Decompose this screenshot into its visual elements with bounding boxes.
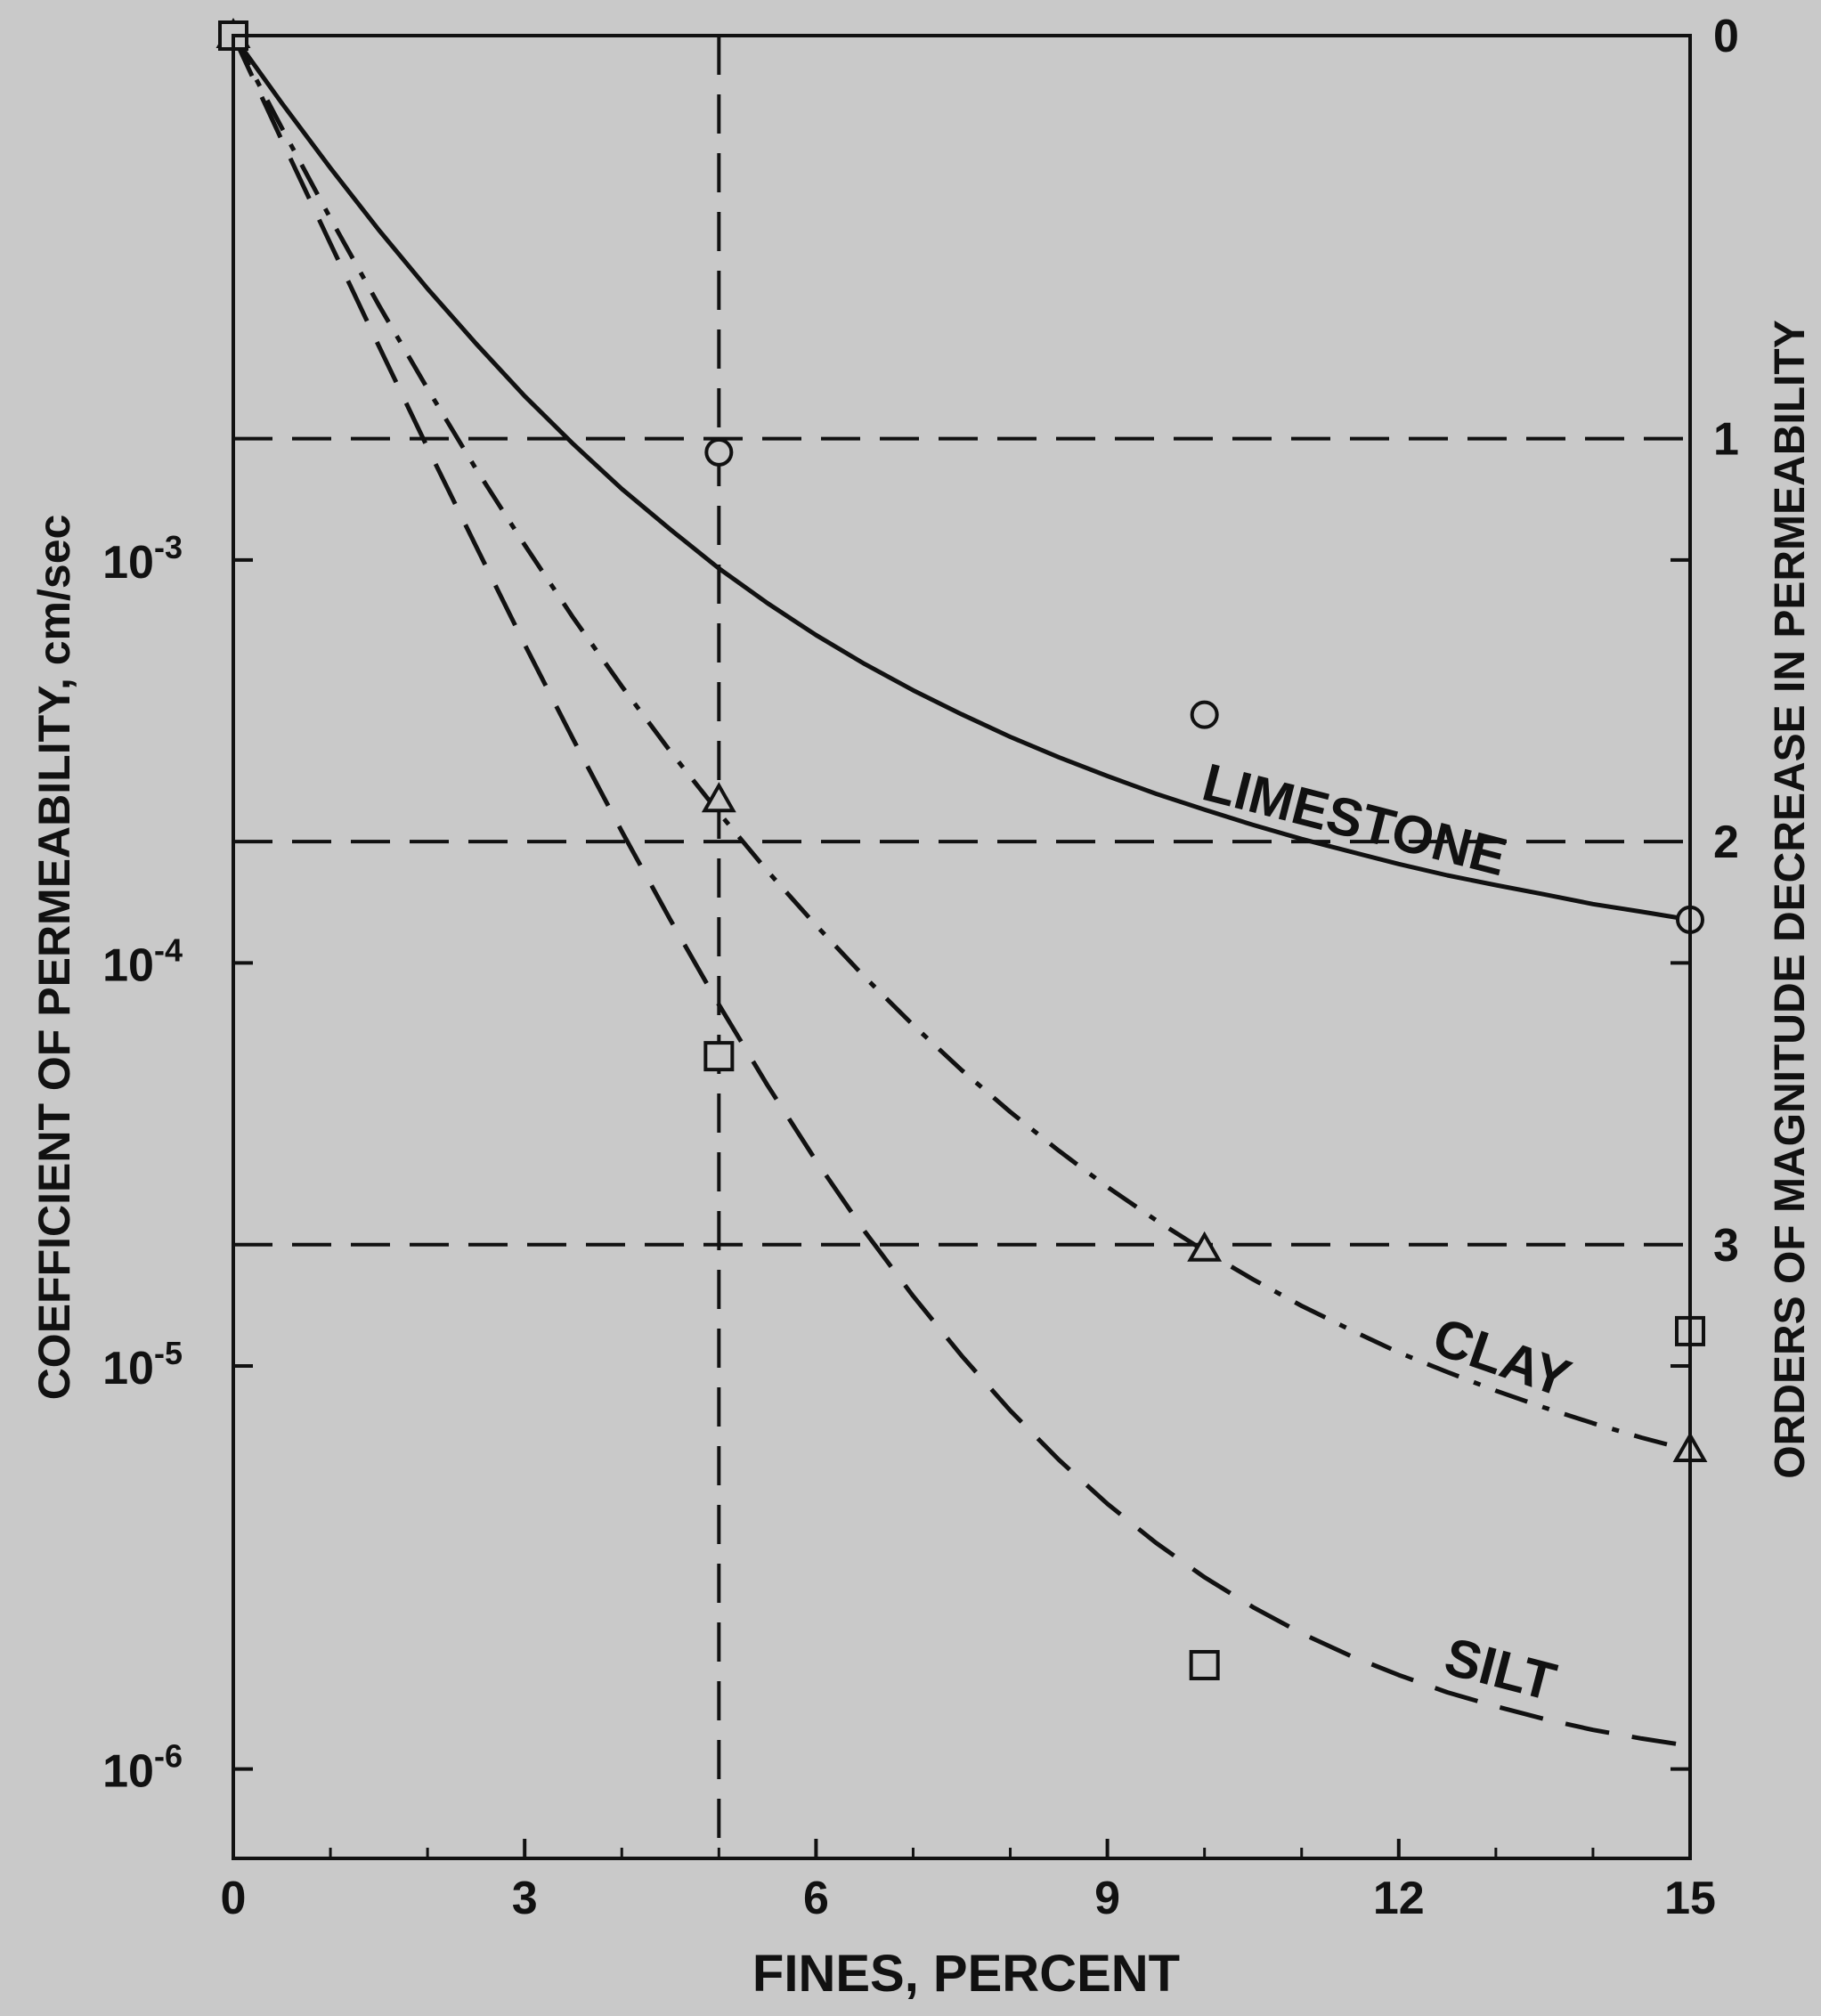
point-clay-10 bbox=[1187, 1231, 1223, 1262]
series-line-limestone bbox=[231, 34, 1691, 923]
y-tick-exponent: -4 bbox=[154, 931, 183, 968]
point-silt-10 bbox=[1189, 1649, 1220, 1680]
y2-tick-labels: 0 1 2 3 bbox=[1713, 11, 1739, 1272]
y-tick-exponent: -3 bbox=[154, 529, 183, 565]
x-tick-label-12: 12 bbox=[1373, 1873, 1425, 1924]
y-tick-base: 10 bbox=[102, 1746, 154, 1798]
axis-ticks bbox=[232, 557, 1692, 1858]
plot-frame bbox=[232, 34, 1692, 1860]
y-tick-label-10-5: 10-5 bbox=[102, 1335, 183, 1394]
y-tick-base: 10 bbox=[102, 939, 154, 991]
y-tick-exponent: -5 bbox=[154, 1335, 183, 1371]
series-label-limestone: LIMESTONE bbox=[1197, 752, 1513, 888]
point-clay-5 bbox=[701, 782, 736, 813]
y-tick-base: 10 bbox=[102, 537, 154, 589]
x-tick-label-3: 3 bbox=[512, 1873, 538, 1924]
point-silt-5 bbox=[703, 1041, 735, 1072]
y2-tick-label-2: 2 bbox=[1713, 817, 1739, 868]
y2-tick-label-0: 0 bbox=[1713, 11, 1739, 62]
y-tick-label-10-6: 10-6 bbox=[102, 1738, 183, 1798]
series-curves bbox=[231, 34, 1691, 1749]
x-tick-label-15: 15 bbox=[1664, 1873, 1716, 1924]
series-line-silt bbox=[231, 34, 1691, 1749]
y-tick-label-10-4: 10-4 bbox=[102, 931, 183, 991]
y-tick-label-10-3: 10-3 bbox=[102, 529, 183, 589]
y2-tick-label-1: 1 bbox=[1713, 414, 1739, 466]
x-tick-label-9: 9 bbox=[1094, 1873, 1120, 1924]
y2-axis-title: ORDERS OF MAGNITUDE DECREASE IN PERMEABI… bbox=[1767, 320, 1814, 1478]
x-tick-label-6: 6 bbox=[803, 1873, 829, 1924]
series-line-clay bbox=[231, 34, 1691, 1453]
series-label-silt: SILT bbox=[1439, 1626, 1562, 1711]
x-axis-title: FINES, PERCENT bbox=[752, 1945, 1180, 2003]
point-limestone-10 bbox=[1190, 700, 1219, 729]
order-of-magnitude-gridlines bbox=[233, 34, 1690, 1247]
y-axis-title: COEFFICIENT OF PERMEABILITY, cm/sec bbox=[29, 515, 79, 1401]
point-limestone-5 bbox=[704, 437, 734, 467]
x-tick-label-0: 0 bbox=[221, 1873, 247, 1924]
y2-tick-label-3: 3 bbox=[1713, 1220, 1739, 1272]
y-tick-base: 10 bbox=[102, 1343, 154, 1394]
y-tick-labels: 10-310-410-510-6 bbox=[102, 529, 183, 1798]
x-tick-labels: 0 3 6 9 12 15 bbox=[221, 1873, 1716, 1924]
y-tick-exponent: -6 bbox=[154, 1738, 183, 1775]
